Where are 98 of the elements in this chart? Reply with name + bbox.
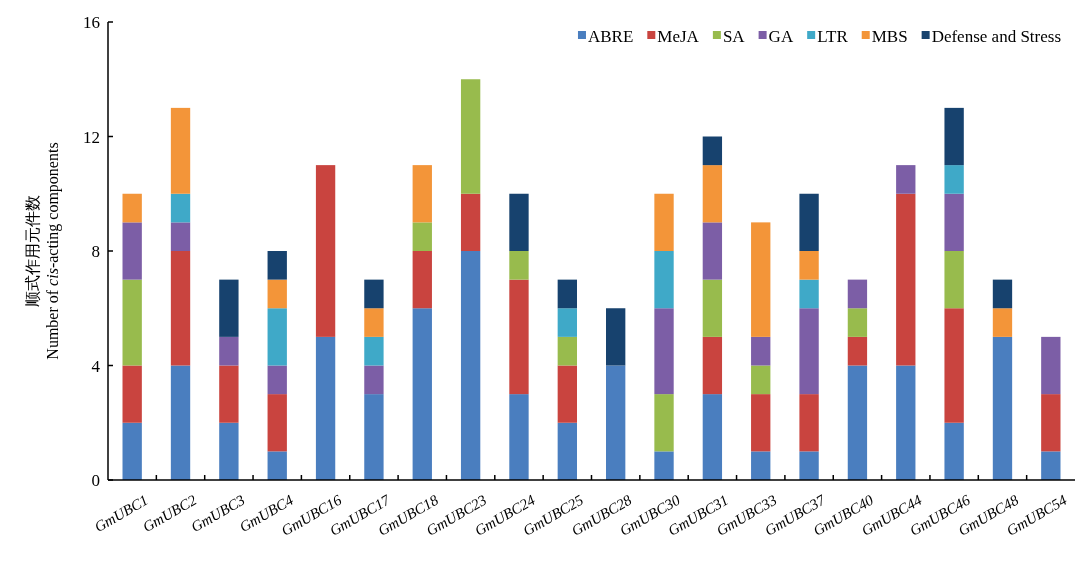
bar xyxy=(170,222,191,251)
bar xyxy=(1041,394,1061,452)
bar xyxy=(847,336,868,366)
bar xyxy=(412,308,432,480)
bar xyxy=(944,422,964,480)
bar xyxy=(992,336,1013,480)
bar xyxy=(267,279,287,309)
bar xyxy=(460,251,481,480)
bar xyxy=(509,193,529,251)
bar xyxy=(509,251,529,280)
bar xyxy=(751,451,771,480)
bar xyxy=(992,308,1013,337)
bar xyxy=(702,136,723,166)
legend-label: MBS xyxy=(871,27,908,46)
bar xyxy=(799,279,819,309)
bar xyxy=(267,394,287,452)
bar xyxy=(557,279,577,309)
bar xyxy=(654,308,674,395)
bar xyxy=(944,107,964,166)
bar xyxy=(412,251,432,309)
legend-label: ABRE xyxy=(587,27,634,46)
bar xyxy=(122,279,142,366)
bar xyxy=(412,165,432,223)
bar xyxy=(944,308,964,423)
bar xyxy=(267,365,287,395)
bar xyxy=(219,279,239,337)
bar xyxy=(170,107,191,194)
bar xyxy=(606,308,626,366)
bar xyxy=(219,336,239,366)
bar xyxy=(170,251,191,366)
y-tick-label: 16 xyxy=(83,13,100,32)
bar xyxy=(1041,451,1061,480)
bar xyxy=(364,365,384,395)
bar xyxy=(751,365,771,395)
bar xyxy=(702,165,723,223)
legend-label: Defense and Stress xyxy=(931,27,1061,46)
bar xyxy=(654,451,674,480)
bar xyxy=(944,251,964,309)
bar xyxy=(799,308,819,395)
bar xyxy=(122,222,142,280)
bar xyxy=(606,365,626,480)
bar xyxy=(896,193,916,366)
bar xyxy=(847,308,868,337)
bar xyxy=(122,193,142,223)
bar xyxy=(557,308,577,337)
bar xyxy=(847,365,868,480)
legend-label: MeJA xyxy=(657,27,700,46)
bar xyxy=(944,193,964,251)
y-tick-label: 4 xyxy=(91,356,101,376)
bar xyxy=(364,279,384,309)
bar xyxy=(992,279,1013,309)
bar xyxy=(702,222,723,280)
bar xyxy=(122,422,142,480)
bar xyxy=(557,365,577,423)
bar xyxy=(267,451,287,480)
bar xyxy=(751,222,771,337)
bar xyxy=(1041,336,1061,395)
bar xyxy=(751,394,771,452)
bar xyxy=(799,451,819,480)
bar xyxy=(847,279,868,309)
bar xyxy=(267,251,287,280)
bar xyxy=(799,251,819,280)
bar xyxy=(460,193,481,251)
y-tick-label: 12 xyxy=(83,127,100,147)
bar xyxy=(364,336,384,366)
bar xyxy=(170,193,191,223)
legend-label: GA xyxy=(768,27,794,46)
bar xyxy=(944,165,964,194)
bar xyxy=(364,308,384,337)
bar xyxy=(557,336,577,366)
bar xyxy=(267,308,287,366)
bar xyxy=(702,279,723,337)
bar xyxy=(896,165,916,194)
legend-label: SA xyxy=(722,27,746,46)
bar xyxy=(751,336,771,366)
bar xyxy=(509,279,529,395)
bar xyxy=(557,422,577,480)
bar xyxy=(702,336,723,395)
bar xyxy=(170,365,191,480)
bar xyxy=(315,165,336,337)
bar xyxy=(315,336,336,480)
bar xyxy=(654,394,674,452)
bar xyxy=(122,365,142,423)
bar xyxy=(896,365,916,480)
bar xyxy=(412,222,432,251)
bar xyxy=(702,394,723,480)
y-tick-label: 0 xyxy=(91,471,100,490)
bar xyxy=(364,394,384,480)
bar xyxy=(799,193,819,251)
bar xyxy=(219,422,239,480)
bar xyxy=(654,251,674,309)
bar xyxy=(509,394,529,480)
y-tick-label: 8 xyxy=(91,242,100,261)
bar xyxy=(799,394,819,452)
bar xyxy=(654,193,674,251)
bar xyxy=(460,79,481,194)
legend-label: LTR xyxy=(817,27,849,46)
bar xyxy=(219,365,239,423)
